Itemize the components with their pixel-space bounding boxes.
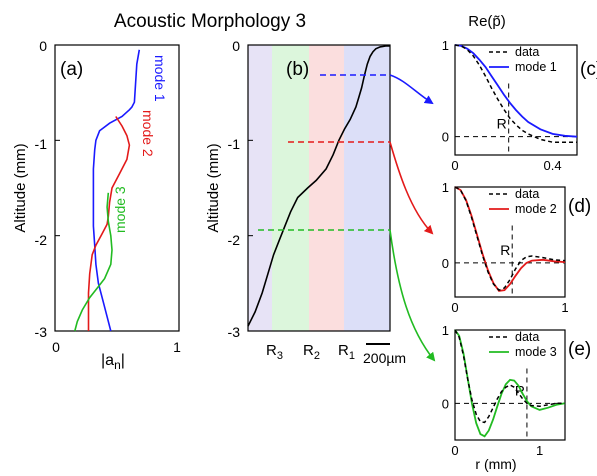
- panel-a-ytick-0: 0: [39, 38, 47, 54]
- xtick-label: 0: [451, 443, 458, 458]
- panel-b-ytick-1: -1: [228, 136, 241, 152]
- band-r3-r2: [272, 45, 309, 331]
- legend-mode-label: mode 2: [515, 202, 557, 216]
- r-marker-label: R: [497, 116, 507, 132]
- panel-b-ylabel: Altitude (mm): [205, 143, 222, 232]
- panel-a-ytick-2: -2: [35, 232, 48, 248]
- figure-title: Acoustic Morphology 3: [114, 11, 306, 32]
- xtick-label: 0: [451, 300, 458, 315]
- xtick-label: 0: [451, 158, 458, 173]
- data-curve: [454, 44, 577, 143]
- panel-a-xtick-1: 1: [173, 339, 181, 355]
- mode-3-arrow: [389, 229, 436, 362]
- legend-data-label: data: [515, 187, 539, 201]
- bottom-xlabel: r (mm): [475, 456, 516, 472]
- panel-b-frame: [247, 44, 391, 332]
- mode-3-curve: [454, 329, 566, 438]
- panel-b-ytick-3: -3: [228, 324, 241, 340]
- panel-b-profile-line: [247, 45, 390, 327]
- mode-3-label: mode 3: [112, 186, 128, 233]
- radius-r1-label: R1: [338, 342, 355, 362]
- top-ylabel: Re(p̃): [468, 13, 506, 30]
- panel-b-ytick-0: 0: [232, 38, 240, 54]
- panel-c-label: (c): [580, 59, 597, 80]
- panel-e-label: (e): [568, 339, 591, 360]
- legend-mode-label: mode 1: [515, 60, 557, 74]
- radius-r3-label: R3: [266, 342, 283, 362]
- ytick-label: 1: [442, 323, 449, 338]
- mode-1-label: mode 1: [152, 55, 168, 102]
- band-r3-outer: [248, 45, 272, 331]
- panel-a-ytick-1: -1: [35, 136, 48, 152]
- panel-a-xlabel: |an|: [101, 352, 125, 372]
- panel-b: (b) 0 -1 -2 -3 Altitude (mm) R3 R2 R1 20…: [205, 38, 406, 366]
- ytick-label: 0: [442, 130, 449, 145]
- panel-a: (a) mode 1 mode 2 mode 3 0 -1 -2 -3 Alti…: [12, 38, 181, 372]
- panel-b-ytick-2: -2: [228, 232, 241, 248]
- panel-a-curves: [55, 44, 141, 332]
- panel-d-label: (d): [568, 196, 591, 217]
- mode-2-label: mode 2: [140, 110, 156, 157]
- panel-a-xtick-0: 0: [52, 339, 60, 355]
- panel-b-curves: [247, 44, 390, 332]
- mode-1-curve: [454, 44, 578, 138]
- xtick-label: 1: [561, 300, 568, 315]
- band-r1-center: [344, 45, 390, 331]
- mode-2-arrow: [389, 141, 434, 235]
- panel-b-label: (b): [286, 59, 309, 80]
- panel-a-label: (a): [60, 59, 83, 80]
- ytick-label: 0: [442, 396, 449, 411]
- panel-a-ytick-3: -3: [35, 324, 48, 340]
- panel-d-frame: [454, 186, 566, 298]
- ytick-label: 1: [442, 38, 449, 53]
- xtick-label: 0.4: [544, 158, 562, 173]
- panel-c-frame: [454, 44, 578, 156]
- panel-a-series-3: [74, 192, 113, 332]
- mode-1-arrow: [389, 74, 434, 105]
- radius-r2-label: R2: [303, 342, 320, 362]
- legend-mode-label: mode 3: [515, 345, 557, 359]
- panel-e-frame: [454, 329, 566, 441]
- data-curve: [454, 329, 565, 424]
- ytick-label: 0: [442, 256, 449, 271]
- r-marker-label: R: [500, 242, 510, 258]
- panel-a-frame: [54, 44, 180, 332]
- scale-bar-label: 200µm: [363, 350, 406, 366]
- legend-data-label: data: [515, 330, 539, 344]
- xtick-label: 1: [536, 443, 543, 458]
- band-r2-r1: [309, 45, 344, 331]
- legend-data-label: data: [515, 45, 539, 59]
- ytick-label: 1: [442, 180, 449, 195]
- panel-a-series-1: [92, 49, 141, 332]
- panel-a-ylabel: Altitude (mm): [12, 143, 29, 232]
